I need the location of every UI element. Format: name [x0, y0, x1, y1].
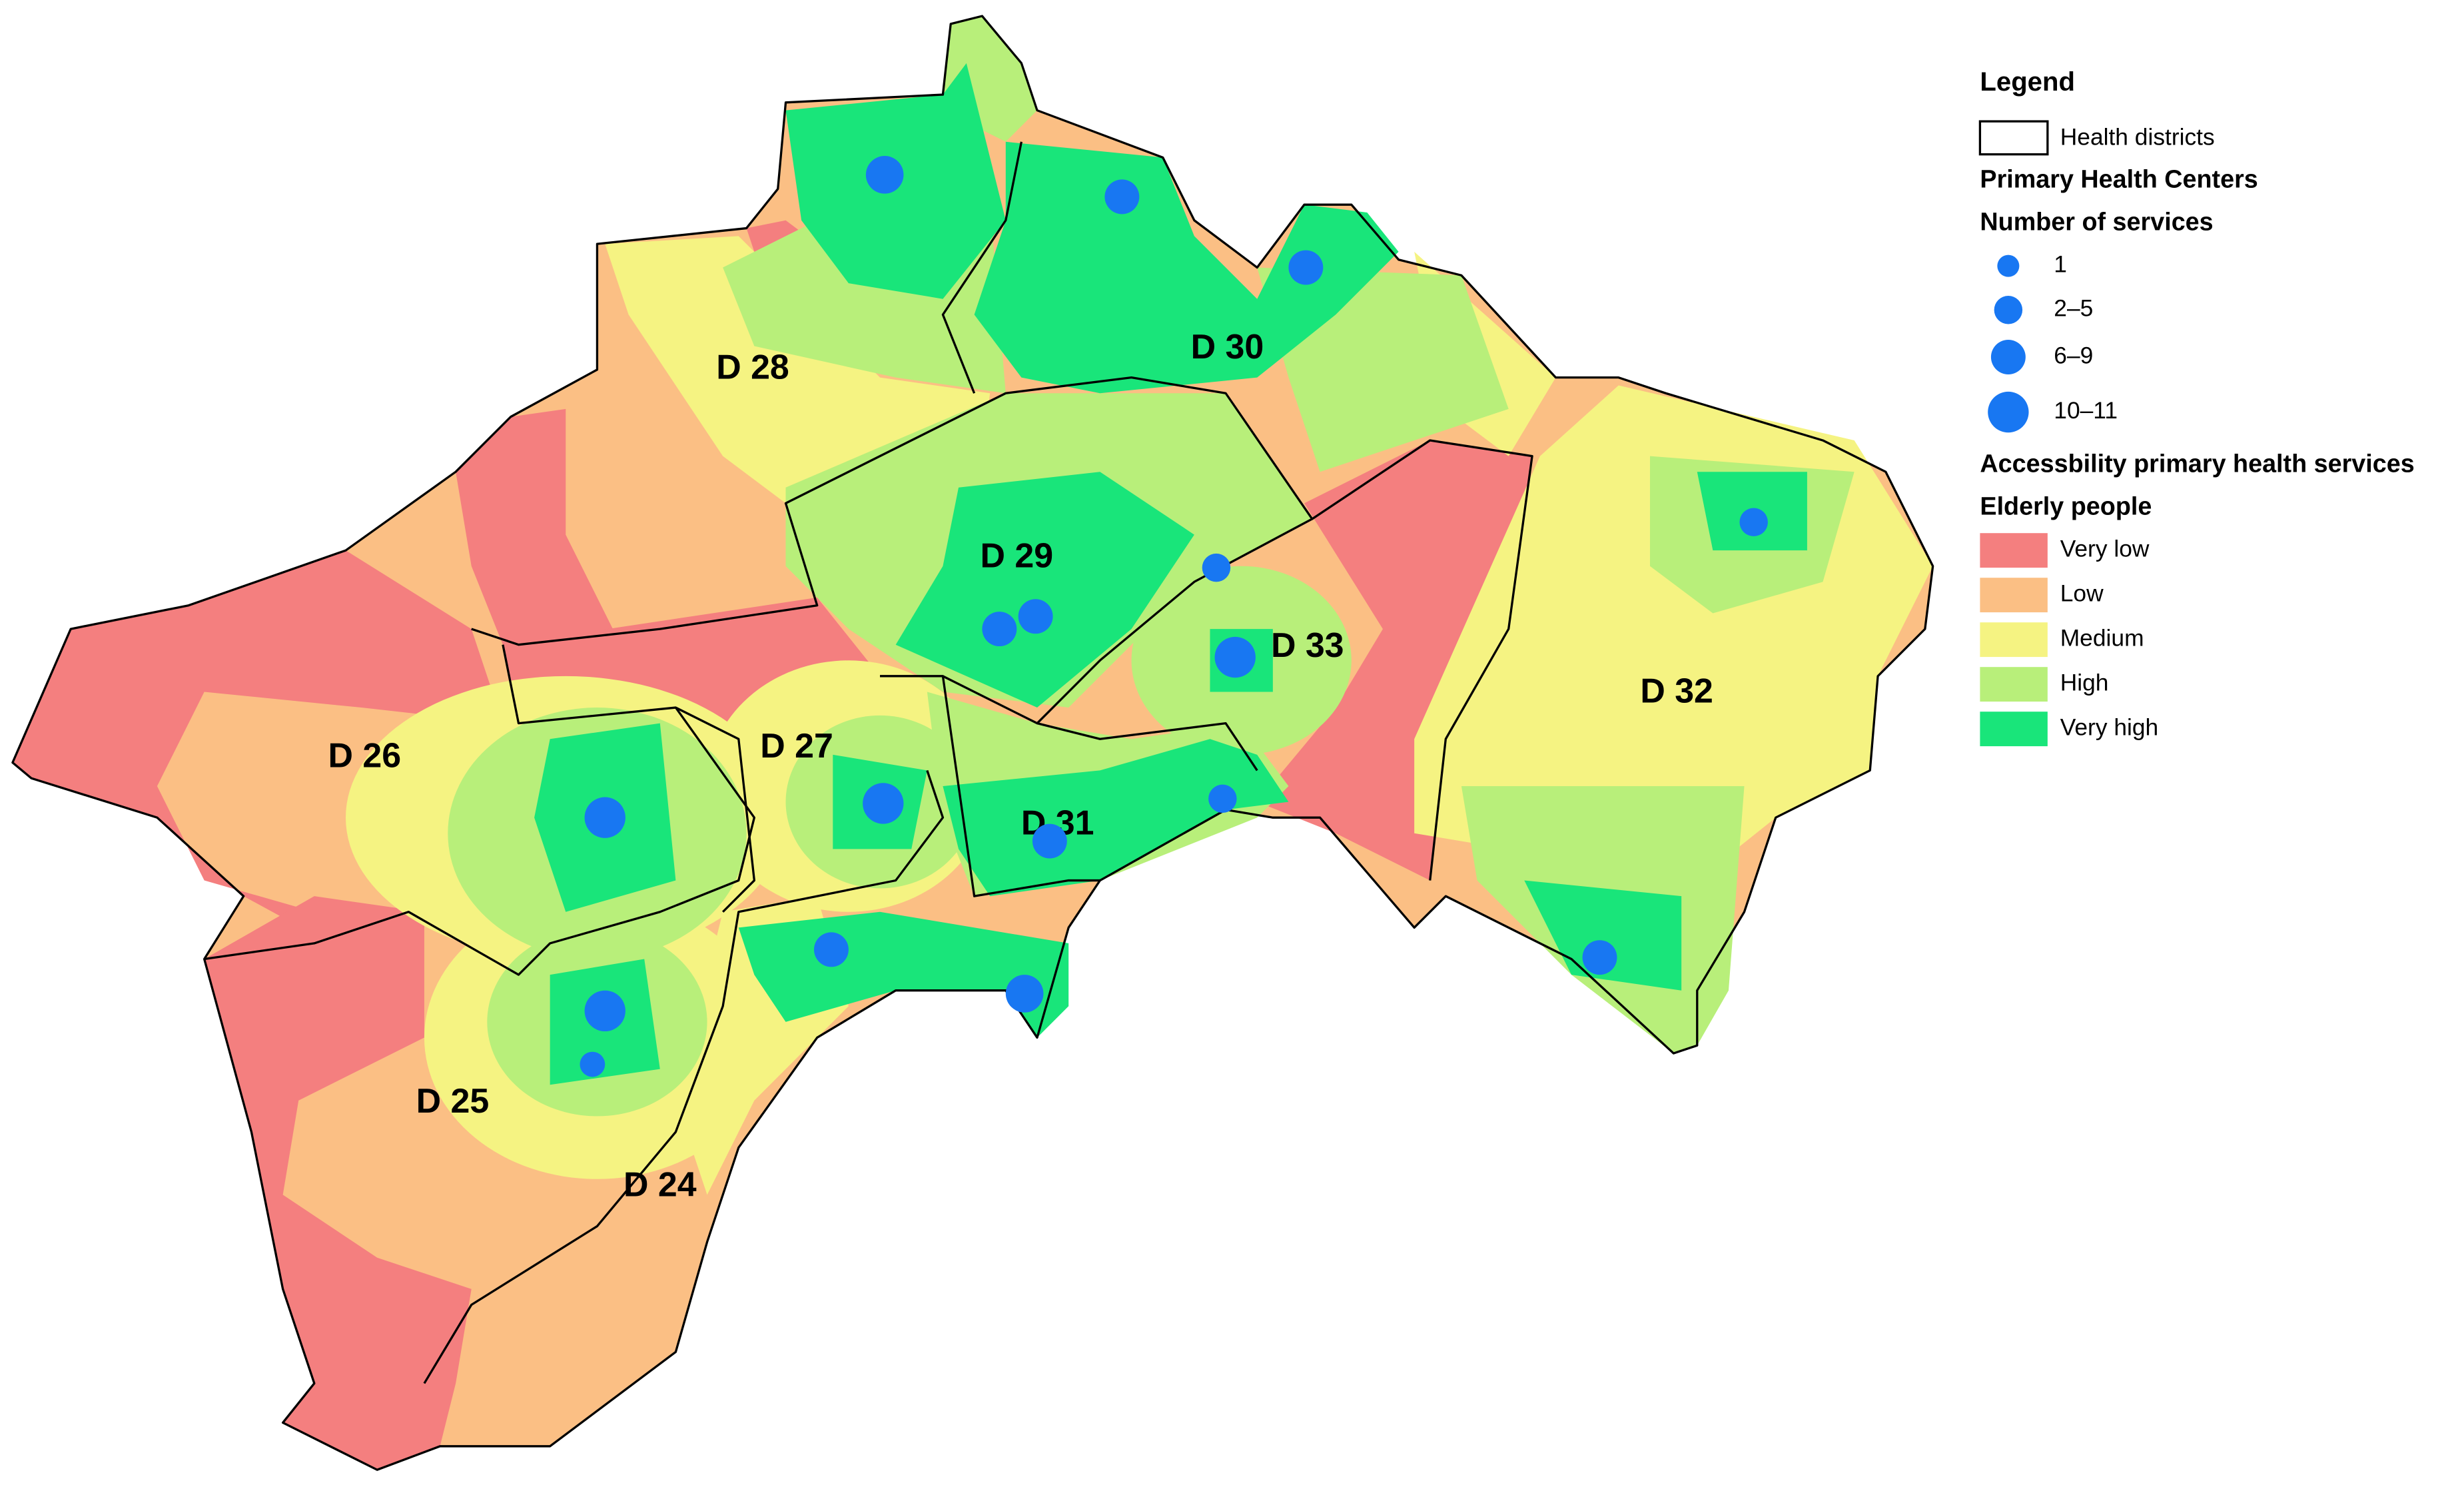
legend-label: Very high [2060, 714, 2159, 740]
district-border [880, 675, 1100, 897]
health-center [584, 797, 625, 838]
health-center [1202, 553, 1231, 582]
health-centers [580, 156, 1768, 1077]
health-center [1018, 599, 1053, 634]
health-center [584, 990, 625, 1032]
health-center [865, 156, 904, 194]
health-center [1005, 975, 1044, 1013]
health-center [1288, 250, 1324, 285]
district-border [1311, 439, 1533, 881]
legend: Legend Health districts Primary Health C… [1978, 67, 2415, 747]
legend-center-symbol [1997, 254, 2020, 277]
health-center [580, 1051, 606, 1077]
legend-swatch [1980, 533, 2048, 568]
legend-swatch [1980, 578, 2048, 613]
health-center [1032, 823, 1067, 859]
legend-label: High [2060, 670, 2109, 696]
legend-title: Legend [1980, 67, 2075, 97]
legend-label: 2–5 [2054, 296, 2093, 322]
legend-label: Health districts [2060, 124, 2215, 150]
area-very-low [456, 408, 614, 645]
area-very-low [1257, 440, 1533, 881]
district-border [1036, 722, 1258, 771]
health-center [1104, 179, 1140, 215]
area-very-low [204, 896, 472, 1470]
area-very-low [12, 550, 503, 943]
legend-swatch [1980, 667, 2048, 702]
district-label: D 30 [1191, 327, 1264, 366]
district-label: D 32 [1640, 672, 1713, 710]
legend-heading: Elderly people [1980, 492, 2152, 520]
area-very-high [974, 141, 1399, 394]
legend-label: Medium [2060, 625, 2144, 651]
health-center [1582, 940, 1617, 975]
district-label: D 27 [760, 726, 833, 765]
health-center [982, 612, 1017, 647]
district-swatch [1978, 120, 2049, 156]
district-border [502, 644, 755, 913]
area-very-high [943, 739, 1289, 897]
district-label: D 24 [623, 1165, 697, 1203]
legend-center-symbol [1990, 340, 2026, 374]
legend-heading: Primary Health Centers [1980, 165, 2258, 193]
legend-heading: Number of services [1980, 207, 2213, 235]
district-label: D 29 [981, 536, 1054, 575]
district-border [471, 376, 1314, 725]
district-label: D 26 [328, 736, 402, 774]
legend-label: 10–11 [2054, 398, 2118, 424]
district-labels: D 24 D 25 D 26 D 27 D 28 D 29 D 30 D 31 … [328, 327, 1713, 1203]
legend-swatch [1980, 712, 2048, 747]
legend-label: 6–9 [2054, 342, 2093, 368]
legend-swatch [1980, 622, 2048, 658]
district-label: D 28 [716, 348, 789, 386]
area-very-high [1524, 880, 1682, 991]
area-medium [605, 236, 991, 504]
legend-label: 1 [2054, 252, 2067, 278]
district-border [941, 141, 1023, 394]
health-center [1739, 508, 1768, 536]
legend-label: Very low [2060, 536, 2150, 562]
legend-center-symbol [1988, 391, 2029, 433]
city-outline [11, 15, 1934, 1471]
district-label: D 33 [1271, 626, 1344, 664]
district-border [423, 769, 945, 1384]
health-center [1214, 636, 1256, 678]
health-center [1208, 784, 1237, 813]
district-label: D 25 [416, 1081, 490, 1120]
health-center [863, 783, 904, 824]
legend-heading: Accessbility primary health services [1980, 450, 2414, 478]
accessibility-areas [12, 16, 1933, 1470]
district-border [204, 707, 755, 976]
health-center [813, 932, 849, 967]
legend-center-symbol [1994, 295, 2023, 324]
district-borders [11, 15, 1934, 1471]
legend-label: Low [2060, 580, 2104, 606]
area-very-high [895, 472, 1194, 708]
